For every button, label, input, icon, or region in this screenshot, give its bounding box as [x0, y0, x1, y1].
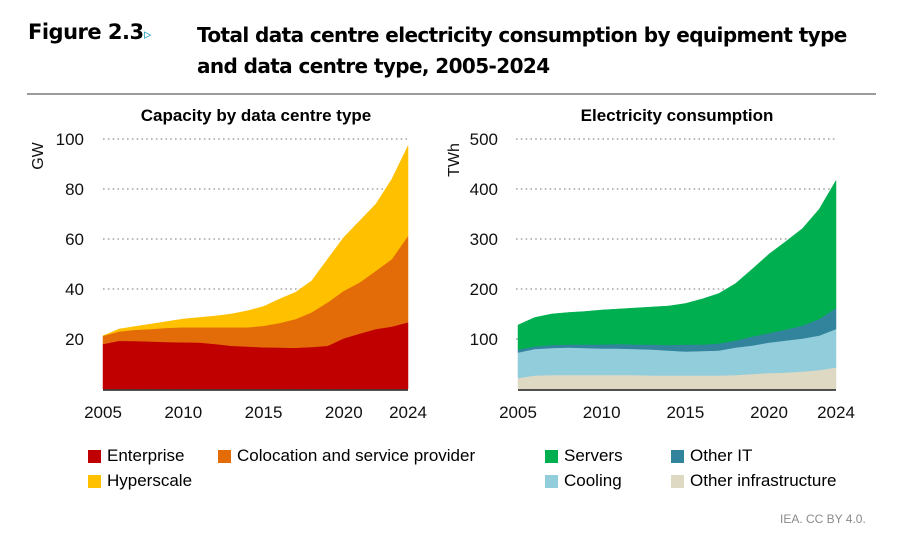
legend-item-servers: Servers	[545, 446, 623, 466]
legend-item-colocation: Colocation and service provider	[218, 446, 475, 466]
legend-label: Servers	[564, 446, 623, 465]
figure-label: Figure 2.3	[28, 20, 144, 44]
legend-item-hyperscale: Hyperscale	[88, 471, 192, 491]
chart-title: Capacity by data centre type	[141, 106, 372, 125]
x-tick-label: 2005	[84, 403, 122, 422]
credit-text: IEA. CC BY 4.0.	[780, 512, 866, 526]
y-tick-label: 40	[65, 280, 84, 299]
y-tick-label: 300	[470, 230, 498, 249]
y-tick-label: 20	[65, 330, 84, 349]
play-arrow-icon: ▹	[144, 25, 152, 43]
legend-swatch	[545, 449, 558, 463]
y-tick-label: 200	[470, 280, 498, 299]
y-tick-label: 60	[65, 230, 84, 249]
y-axis-label: GW	[30, 141, 47, 169]
y-tick-label: 100	[470, 330, 498, 349]
y-axis-label: TWh	[446, 143, 463, 177]
legend-item-other-infrastructure: Other infrastructure	[671, 471, 836, 491]
legend-label: Other infrastructure	[690, 471, 837, 490]
legend-label: Hyperscale	[107, 471, 193, 490]
area-servers	[517, 179, 837, 350]
x-tick-label: 2015	[666, 403, 704, 422]
x-tick-label: 2024	[817, 403, 855, 422]
legend-swatch	[545, 474, 558, 488]
legend-item-enterprise: Enterprise	[88, 446, 184, 466]
chart-title: Electricity consumption	[581, 106, 774, 125]
legend-swatch	[671, 474, 684, 488]
y-tick-label: 500	[470, 130, 498, 149]
y-tick-label: 100	[56, 130, 84, 149]
legend-swatch	[671, 449, 684, 463]
x-tick-label: 2010	[164, 403, 202, 422]
x-tick-label: 2005	[499, 403, 537, 422]
chart-panel-2: Electricity consumption TWh 100 200 300 400 50…	[446, 106, 855, 422]
legend-swatch	[218, 449, 231, 463]
x-tick-label: 2010	[583, 403, 621, 422]
chart-panel-1: Capacity by data centre type GW 20 40 60 80 10…	[30, 106, 427, 422]
figure-title-line-2: and data centre type, 2005-2024	[197, 54, 550, 78]
x-tick-label: 2020	[750, 403, 788, 422]
header-divider	[27, 93, 876, 95]
legend-item-other-it: Other IT	[671, 446, 752, 466]
legend-label: Colocation and service provider	[237, 446, 476, 465]
x-tick-label: 2015	[245, 403, 283, 422]
x-tick-label: 2020	[325, 403, 363, 422]
area-hyperscale	[102, 145, 409, 337]
legend-label: Other IT	[690, 446, 753, 465]
x-tick-label: 2024	[389, 403, 427, 422]
y-tick-label: 400	[470, 180, 498, 199]
legend-swatch	[88, 474, 101, 488]
legend-item-cooling: Cooling	[545, 471, 622, 491]
figure-title-line-1: Total data centre electricity consumptio…	[197, 23, 847, 47]
legend-label: Enterprise	[107, 446, 185, 465]
legend-label: Cooling	[564, 471, 622, 490]
figure-title: Total data centre electricity consumptio…	[197, 20, 877, 82]
y-tick-label: 80	[65, 180, 84, 199]
legend-swatch	[88, 449, 101, 463]
